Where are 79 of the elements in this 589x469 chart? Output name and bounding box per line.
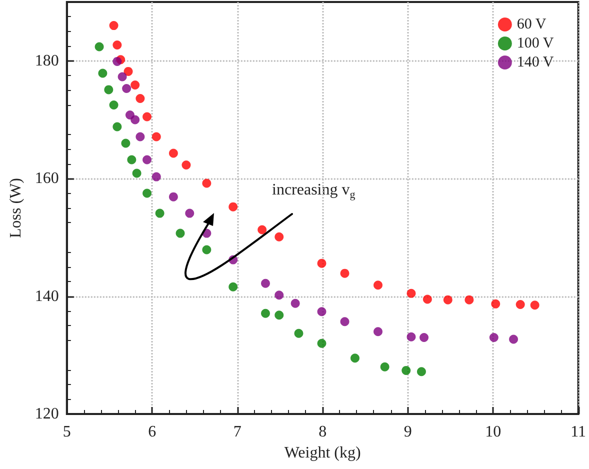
point bbox=[104, 85, 114, 94]
point bbox=[509, 334, 518, 344]
point bbox=[274, 290, 284, 300]
point bbox=[152, 172, 161, 182]
point bbox=[130, 115, 140, 124]
x-tick-label: 5 bbox=[62, 424, 71, 440]
point bbox=[136, 94, 145, 104]
point bbox=[121, 138, 130, 148]
point bbox=[274, 310, 284, 320]
point bbox=[182, 160, 191, 170]
point bbox=[516, 300, 525, 310]
point bbox=[258, 225, 267, 234]
y-tick-label: 160 bbox=[34, 170, 59, 188]
point bbox=[317, 258, 326, 268]
point bbox=[152, 132, 161, 142]
point bbox=[317, 338, 326, 348]
point bbox=[142, 155, 152, 164]
point bbox=[380, 362, 390, 372]
point bbox=[112, 40, 122, 50]
legend-label: 140 V bbox=[516, 54, 554, 70]
point bbox=[176, 228, 185, 238]
point bbox=[112, 56, 122, 66]
point bbox=[317, 307, 326, 316]
x-tick-label: 6 bbox=[148, 424, 156, 440]
y-axis-title: Loss (W) bbox=[8, 178, 24, 238]
x-tick-label: 8 bbox=[318, 424, 327, 440]
legend-label: 100 V bbox=[516, 36, 554, 52]
point bbox=[274, 232, 284, 242]
point bbox=[294, 328, 304, 338]
point bbox=[406, 288, 416, 298]
legend-label: 60 V bbox=[516, 16, 546, 32]
point bbox=[127, 155, 136, 164]
point bbox=[374, 327, 382, 336]
point bbox=[422, 294, 432, 304]
point bbox=[228, 282, 238, 292]
point bbox=[132, 168, 142, 178]
point bbox=[420, 332, 429, 342]
x-tick-label: 7 bbox=[233, 424, 242, 440]
point bbox=[402, 366, 411, 375]
point bbox=[168, 148, 178, 158]
point bbox=[185, 208, 194, 218]
point bbox=[491, 299, 500, 308]
point bbox=[374, 280, 382, 290]
point bbox=[228, 202, 238, 212]
x-axis-title: Weight (kg) bbox=[284, 444, 361, 462]
point bbox=[136, 132, 145, 142]
point bbox=[202, 178, 212, 188]
point bbox=[142, 188, 152, 198]
x-tick-label: 10 bbox=[485, 424, 502, 440]
point bbox=[290, 298, 300, 308]
point bbox=[118, 72, 127, 82]
point bbox=[168, 192, 178, 202]
point bbox=[350, 354, 360, 363]
point bbox=[109, 100, 118, 110]
point bbox=[94, 42, 104, 52]
point bbox=[109, 21, 118, 30]
point bbox=[530, 300, 540, 310]
point bbox=[416, 367, 426, 376]
point bbox=[202, 245, 212, 254]
y-tick-label: 180 bbox=[34, 52, 59, 70]
y-tick-label: 140 bbox=[34, 288, 59, 305]
point bbox=[98, 68, 108, 78]
point bbox=[112, 122, 122, 132]
point bbox=[489, 332, 498, 342]
point bbox=[155, 208, 164, 218]
point bbox=[142, 112, 152, 122]
point bbox=[261, 308, 270, 318]
point bbox=[122, 84, 132, 94]
point bbox=[464, 295, 474, 304]
point bbox=[406, 332, 416, 342]
point bbox=[340, 317, 350, 326]
point bbox=[340, 268, 350, 278]
x-tick-label: 9 bbox=[404, 424, 412, 440]
point bbox=[261, 278, 270, 288]
point bbox=[124, 66, 133, 76]
x-tick-label: 11 bbox=[570, 424, 586, 440]
y-tick-label: 120 bbox=[34, 406, 59, 422]
point bbox=[130, 80, 140, 90]
point bbox=[443, 295, 452, 304]
